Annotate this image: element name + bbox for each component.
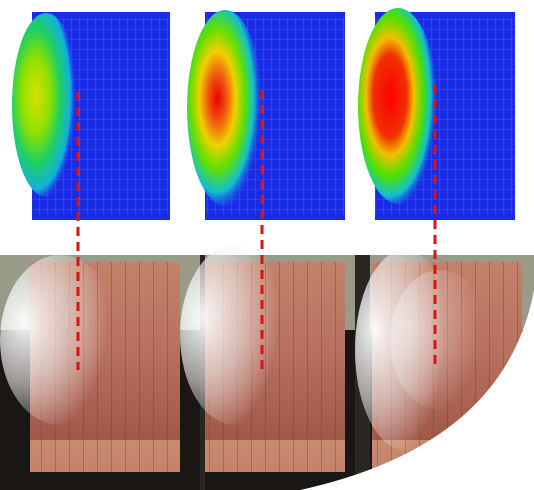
heatmap-panel — [187, 10, 345, 220]
heatmap-panel — [358, 8, 515, 220]
heatmap-panel — [12, 12, 170, 220]
figure — [0, 0, 534, 490]
page: (() => { const data = JSON.parse(documen… — [0, 0, 534, 490]
